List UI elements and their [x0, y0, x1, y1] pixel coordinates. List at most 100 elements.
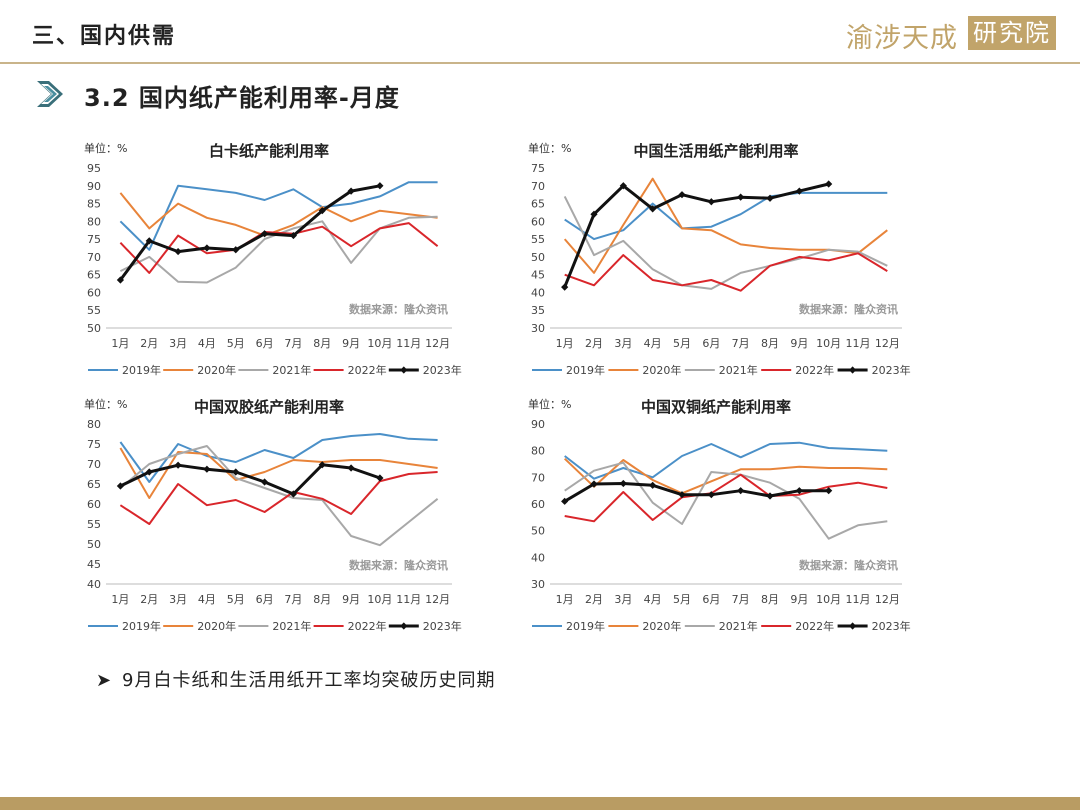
data-point-2023年 [174, 247, 182, 256]
y-tick-label: 50 [87, 322, 101, 335]
data-point-2023年 [649, 481, 657, 489]
x-tick-label: 2月 [585, 337, 603, 350]
chart-title: 白卡纸产能利用率 [209, 142, 329, 160]
y-tick-label: 40 [87, 578, 101, 591]
legend-label: 2022年 [795, 363, 834, 377]
y-tick-label: 50 [531, 525, 545, 538]
legend-label: 2021年 [272, 363, 311, 377]
data-point-2023年 [347, 464, 355, 472]
brand-logo: 渝涉天成 研究院 [846, 14, 1056, 54]
chart-coated-paper: 单位：% 中国双铜纸产能利用率 30 40 50 60 70 80 90 1月 2月 3月 4月 5月 6月… [520, 392, 912, 638]
y-tick-label: 70 [531, 180, 545, 193]
x-tick-label: 9月 [342, 593, 360, 606]
series-line-2023年 [119, 184, 381, 281]
x-tick-label: 5月 [673, 337, 691, 350]
x-tick-label: 3月 [169, 593, 187, 606]
x-tick-label: 11月 [396, 593, 421, 606]
y-tick-label: 80 [87, 215, 101, 228]
x-tick-label: 7月 [732, 593, 750, 606]
data-point-2023年 [318, 461, 326, 469]
y-tick-label: 50 [87, 538, 101, 551]
legend-marker [400, 366, 408, 374]
x-tick-label: 7月 [732, 337, 750, 350]
x-tick-label: 2月 [585, 593, 603, 606]
data-point-2023年 [376, 474, 384, 482]
legend-label: 2020年 [642, 619, 681, 633]
legend-label: 2020年 [197, 619, 236, 633]
chart-title: 中国生活用纸产能利用率 [633, 142, 798, 160]
chart-offset-paper: 单位：% 中国双胶纸产能利用率 40 45 50 55 60 65 70 75 80 1月 2月 3月 4月… [76, 392, 462, 638]
data-point-2023年 [590, 210, 598, 218]
data-point-2023年 [825, 487, 833, 495]
series-line-2022年 [119, 471, 438, 525]
series-line-2019年 [564, 441, 888, 480]
y-tick-label: 70 [87, 458, 101, 471]
series-line-2022年 [564, 252, 888, 292]
data-point-2023年 [766, 492, 774, 500]
legend-marker [400, 622, 408, 630]
legend-label: 2022年 [348, 619, 387, 633]
y-tick-label: 40 [531, 551, 545, 564]
data-point-2023年 [203, 244, 211, 252]
y-tick-label: 45 [87, 558, 101, 571]
x-tick-label: 12月 [875, 337, 900, 350]
chart-svg: 单位：% 中国双胶纸产能利用率 40 45 50 55 60 65 70 75 80 1月 2月 3月 4月… [84, 397, 462, 633]
x-tick-label: 2月 [140, 337, 158, 350]
y-tick-label: 60 [531, 498, 545, 511]
x-tick-label: 10月 [816, 593, 841, 606]
footer-bar [0, 797, 1080, 810]
arrow-bullet-icon: ➤ [96, 670, 113, 691]
series-line-2022年 [564, 473, 888, 523]
y-tick-label: 55 [531, 233, 545, 246]
legend-label: 2020年 [197, 363, 236, 377]
chart-household-paper: 单位：% 中国生活用纸产能利用率 30 35 40 45 50 55 60 65 70 75 1月 2月 3… [520, 136, 912, 382]
series-line-2020年 [119, 192, 438, 237]
legend-label: 2023年 [872, 619, 911, 633]
chart-title: 中国双铜纸产能利用率 [641, 398, 791, 416]
series-line-2019年 [119, 181, 438, 251]
y-tick-label: 95 [87, 162, 101, 175]
data-point-2023年 [707, 198, 715, 206]
y-tick-label: 90 [531, 418, 545, 431]
x-tick-label: 1月 [111, 337, 129, 350]
data-point-2023年 [795, 187, 803, 195]
series-line-2019年 [119, 433, 438, 483]
x-tick-label: 5月 [673, 593, 691, 606]
legend-label: 2019年 [122, 619, 161, 633]
x-tick-label: 5月 [227, 337, 245, 350]
logo-badge-text: 研究院 [973, 19, 1051, 47]
y-tick-label: 50 [531, 251, 545, 264]
data-point-2023年 [203, 465, 211, 473]
y-tick-label: 55 [87, 518, 101, 531]
legend-label: 2021年 [719, 363, 758, 377]
x-tick-label: 9月 [342, 337, 360, 350]
x-tick-label: 12月 [425, 593, 450, 606]
data-point-2023年 [376, 182, 384, 190]
data-point-2023年 [678, 191, 686, 199]
data-point-2023年 [737, 193, 745, 201]
series-line-2023年 [563, 482, 829, 503]
data-point-2023年 [174, 461, 182, 469]
legend-label: 2020年 [642, 363, 681, 377]
y-tick-label: 80 [87, 418, 101, 431]
y-tick-label: 65 [87, 269, 101, 282]
x-tick-label: 7月 [284, 337, 302, 350]
logo-badge: 研究院 [968, 16, 1056, 50]
data-point-2023年 [825, 180, 833, 188]
chart-white-cardboard: 单位：% 白卡纸产能利用率 50 55 60 65 70 75 80 85 90 95 1月 2月 3月 4月… [76, 136, 462, 382]
section-title: 3.2 国内纸产能利用率-月度 [84, 84, 400, 112]
x-tick-label: 4月 [198, 337, 216, 350]
legend-label: 2023年 [423, 363, 462, 377]
data-point-2023年 [318, 207, 326, 215]
x-tick-label: 6月 [256, 337, 274, 350]
x-tick-label: 11月 [846, 593, 871, 606]
series-line-2021年 [564, 461, 888, 540]
data-point-2023年 [289, 490, 298, 498]
x-tick-label: 11月 [396, 337, 421, 350]
y-tick-label: 75 [531, 162, 545, 175]
source-note: 数据来源：隆众资讯 [349, 558, 448, 572]
data-point-2023年 [347, 187, 355, 195]
y-tick-label: 90 [87, 180, 101, 193]
chart-svg: 单位：% 白卡纸产能利用率 50 55 60 65 70 75 80 85 90 95 1月 2月 3月 4月… [84, 141, 462, 377]
legend-label: 2019年 [566, 363, 605, 377]
